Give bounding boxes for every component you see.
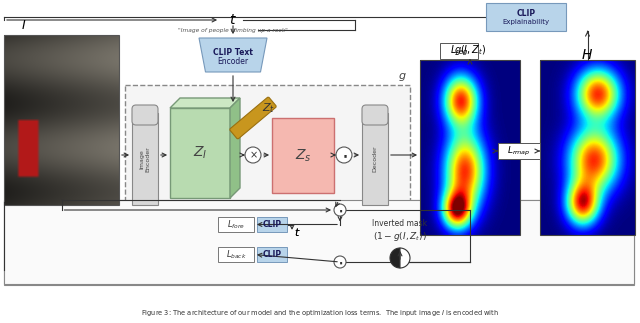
Text: $g$: $g$ [398, 71, 407, 83]
Text: $L_{reg}$: $L_{reg}$ [450, 44, 468, 58]
Text: $L_{back}$: $L_{back}$ [226, 248, 246, 261]
Text: $\cdot$: $\cdot$ [337, 202, 343, 221]
Bar [218, 247, 254, 262]
Circle shape [334, 256, 346, 268]
Polygon shape [132, 113, 158, 205]
Polygon shape [362, 113, 388, 205]
Bar [257, 247, 287, 262]
Text: $Z_I$: $Z_I$ [193, 145, 207, 161]
Polygon shape [170, 98, 240, 108]
Bar [440, 43, 478, 59]
Text: CLIP Text: CLIP Text [213, 47, 253, 57]
Bar [540, 60, 635, 235]
Bar [4, 200, 634, 285]
Bar [420, 60, 520, 235]
Text: $\times$: $\times$ [248, 150, 257, 161]
Text: $(1 - g(I, Z_t))$: $(1 - g(I, Z_t))$ [373, 230, 427, 243]
Text: Decoder: Decoder [372, 146, 378, 172]
Text: Figure 3: The architecture of our model and the optimization loss terms.  The in: Figure 3: The architecture of our model … [141, 308, 499, 318]
Text: $Z_t$: $Z_t$ [262, 101, 276, 115]
Text: $H$: $H$ [581, 48, 593, 62]
Text: $\cdot$: $\cdot$ [340, 146, 348, 166]
Text: $g(I, Z_t)$: $g(I, Z_t)$ [454, 43, 486, 57]
FancyBboxPatch shape [230, 97, 276, 139]
Bar [4, 35, 119, 205]
Text: Encoder: Encoder [218, 57, 248, 66]
FancyBboxPatch shape [132, 105, 158, 125]
Bar [125, 85, 410, 230]
Text: $\cdot$: $\cdot$ [337, 254, 343, 273]
Text: $L_{rmap}$: $L_{rmap}$ [508, 144, 531, 158]
Text: $Z_s$: $Z_s$ [294, 147, 311, 164]
Text: Image
Encoder: Image Encoder [140, 146, 150, 172]
Text: CLIP: CLIP [262, 220, 282, 229]
Bar [257, 217, 287, 232]
Bar [486, 3, 566, 31]
Wedge shape [400, 248, 410, 268]
Text: $t$: $t$ [294, 226, 301, 238]
Wedge shape [390, 248, 400, 268]
Bar [498, 143, 540, 159]
Polygon shape [230, 98, 240, 198]
FancyBboxPatch shape [362, 105, 388, 125]
Circle shape [336, 147, 352, 163]
Text: Explainability: Explainability [502, 19, 550, 25]
Text: "Image of people climbing up a rock": "Image of people climbing up a rock" [178, 27, 288, 33]
Text: $L_{fore}$: $L_{fore}$ [227, 218, 245, 231]
Text: $I$: $I$ [21, 19, 26, 32]
Text: Inverted mask: Inverted mask [372, 218, 428, 227]
Bar [4, 200, 634, 284]
Bar [170, 108, 230, 198]
Text: CLIP: CLIP [516, 8, 536, 17]
Circle shape [245, 147, 261, 163]
Bar [272, 118, 334, 193]
Text: $t$: $t$ [294, 226, 300, 238]
Circle shape [334, 204, 346, 216]
Text: CLIP: CLIP [262, 250, 282, 259]
Text: $t$: $t$ [229, 13, 237, 27]
Polygon shape [199, 38, 267, 72]
Bar [218, 217, 254, 232]
